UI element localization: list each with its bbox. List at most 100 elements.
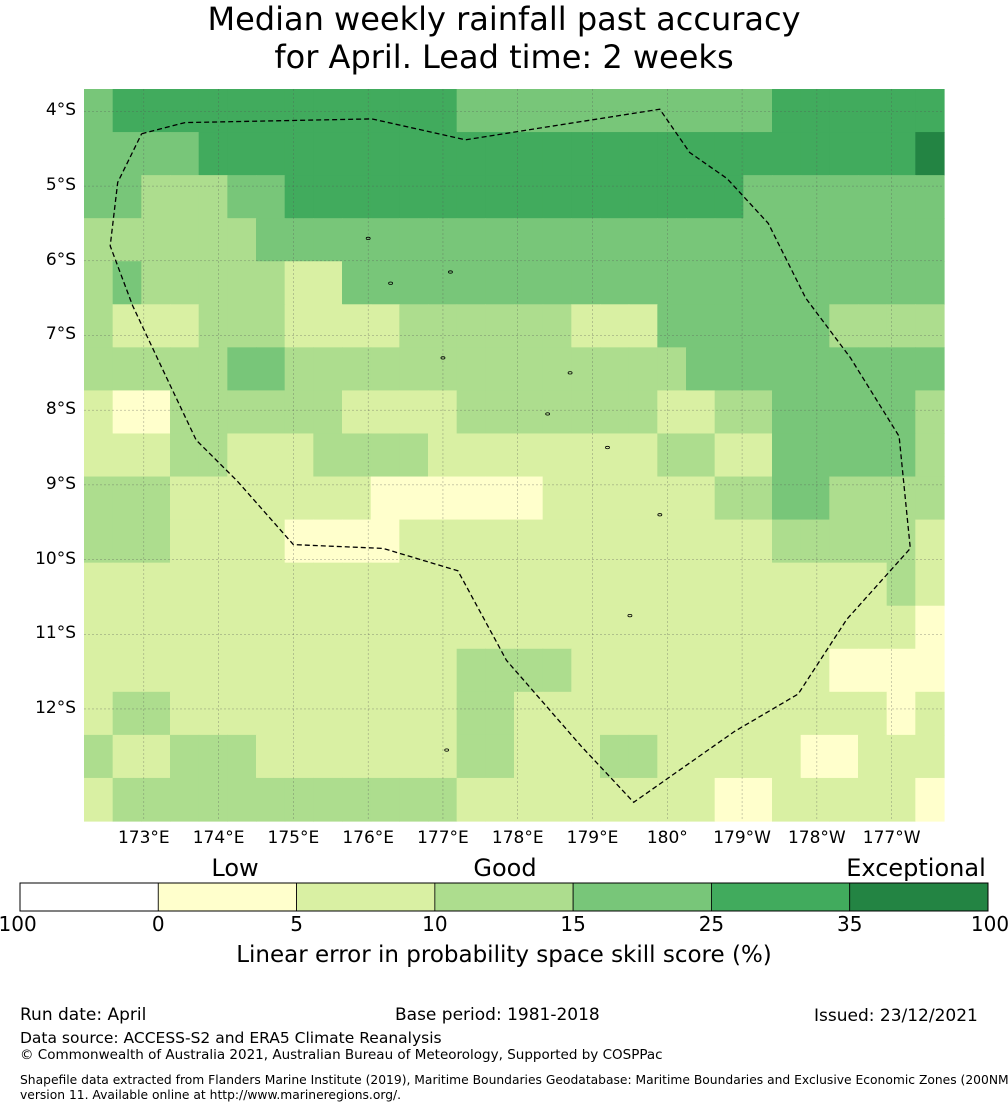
grid-cell <box>915 175 945 219</box>
grid-cell <box>858 304 888 348</box>
grid-cell <box>141 261 171 305</box>
grid-cell <box>227 175 257 219</box>
shapefile-credit-line2: version 11. Available online at http://w… <box>20 1088 402 1102</box>
colorbar-tick-label: 35 <box>836 912 863 936</box>
grid-cell <box>170 433 200 478</box>
longitude-label: 173°E <box>117 828 170 848</box>
grid-cell <box>170 476 200 521</box>
grid-cell <box>514 476 544 521</box>
grid-cell <box>714 390 744 435</box>
grid-cell <box>485 476 515 521</box>
grid-cell <box>628 347 658 392</box>
grid-cell <box>743 390 773 435</box>
grid-cell <box>456 519 486 564</box>
grid-cell <box>112 304 142 348</box>
grid-cell <box>800 433 830 478</box>
colorbar-bin <box>849 882 989 912</box>
grid-cell <box>141 777 171 822</box>
grid-cell <box>428 304 458 348</box>
grid-cell <box>772 562 802 607</box>
grid-cell <box>571 605 601 650</box>
latitude-label: 7°S <box>45 324 76 345</box>
grid-cell <box>399 132 429 176</box>
grid-cell <box>284 562 314 607</box>
grid-cell <box>686 734 716 779</box>
longitude-label: 179°E <box>566 828 619 848</box>
grid-cell <box>600 476 630 521</box>
grid-cell <box>542 261 572 305</box>
grid-cell <box>84 175 114 219</box>
grid-cell <box>284 390 314 435</box>
grid-cell <box>227 519 257 564</box>
grid-cell <box>628 390 658 435</box>
grid-cell <box>313 132 343 176</box>
grid-cell <box>858 347 888 392</box>
grid-cell <box>657 261 687 305</box>
grid-cell <box>342 734 372 779</box>
grid-cell <box>915 218 945 262</box>
latitude-label: 5°S <box>45 175 76 196</box>
grid-cell <box>686 390 716 435</box>
grid-cell <box>600 519 630 564</box>
grid-cell <box>800 89 830 133</box>
grid-cell <box>84 605 114 650</box>
grid-cell <box>829 390 859 435</box>
grid-cell <box>829 433 859 478</box>
grid-cell <box>858 175 888 219</box>
grid-cell <box>714 519 744 564</box>
grid-cell <box>714 132 744 176</box>
grid-cell <box>858 519 888 564</box>
map-title: Median weekly rainfall past accuracy for… <box>0 0 1008 76</box>
grid-cell <box>571 261 601 305</box>
grid-cell <box>428 390 458 435</box>
grid-cell <box>886 218 916 262</box>
grid-cell <box>743 648 773 693</box>
grid-cell <box>714 89 744 133</box>
grid-cell <box>571 562 601 607</box>
grid-cell <box>886 777 916 822</box>
grid-cell <box>313 777 343 822</box>
grid-cell <box>428 218 458 262</box>
grid-cell <box>399 777 429 822</box>
grid-cell <box>600 261 630 305</box>
grid-cell <box>256 390 286 435</box>
grid-cell <box>112 89 142 133</box>
grid-cell <box>399 175 429 219</box>
island-outline <box>657 513 663 517</box>
grid-cell <box>313 433 343 478</box>
grid-cell <box>686 562 716 607</box>
grid-cell <box>198 390 228 435</box>
grid-cell <box>657 347 687 392</box>
grid-cell <box>485 777 515 822</box>
grid-cell <box>772 519 802 564</box>
grid-cell <box>829 175 859 219</box>
grid-cell <box>600 562 630 607</box>
grid-cell <box>542 89 572 133</box>
grid-cell <box>370 89 400 133</box>
grid-cell <box>112 218 142 262</box>
grid-cell <box>399 304 429 348</box>
grid-cell <box>84 304 114 348</box>
island-outline <box>440 356 446 360</box>
grid-cell <box>256 691 286 736</box>
grid-cell <box>485 261 515 305</box>
colorbar-tick-label: 0 <box>151 912 165 936</box>
grid-cell <box>112 562 142 607</box>
grid-cell <box>858 261 888 305</box>
grid-cell <box>370 562 400 607</box>
grid-cell <box>198 519 228 564</box>
grid-cell <box>600 175 630 219</box>
grid-cell <box>456 347 486 392</box>
grid-cell <box>886 175 916 219</box>
grid-cell <box>198 648 228 693</box>
grid-cell <box>714 648 744 693</box>
grid-cell <box>198 261 228 305</box>
grid-cell <box>686 347 716 392</box>
grid-cell <box>886 648 916 693</box>
grid-cell <box>399 347 429 392</box>
grid-cell <box>714 218 744 262</box>
grid-cell <box>284 304 314 348</box>
grid-cell <box>657 304 687 348</box>
grid-cell <box>772 476 802 521</box>
grid-cell <box>514 390 544 435</box>
